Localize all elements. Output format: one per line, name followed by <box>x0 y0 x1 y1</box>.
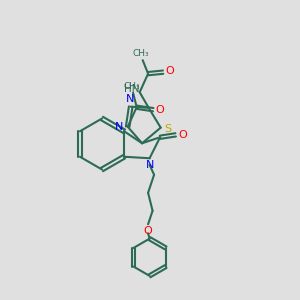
Text: O: O <box>155 105 164 115</box>
Text: N: N <box>146 160 154 170</box>
Text: CH₃: CH₃ <box>123 82 140 91</box>
Text: O: O <box>144 226 152 236</box>
Text: O: O <box>165 66 174 76</box>
Text: S: S <box>164 124 171 134</box>
Text: HN: HN <box>124 84 139 94</box>
Text: CH₃: CH₃ <box>133 49 149 58</box>
Text: N: N <box>126 94 135 104</box>
Text: N: N <box>115 122 123 132</box>
Text: O: O <box>178 130 187 140</box>
